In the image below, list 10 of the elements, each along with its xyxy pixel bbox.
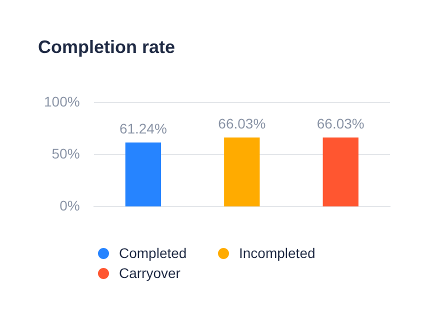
legend-label: Incompleted <box>239 245 316 261</box>
y-tick-label: 0% <box>60 197 80 214</box>
chart-title: Completion rate <box>38 37 176 58</box>
data-label: 61.24% <box>119 120 167 137</box>
legend-label: Completed <box>119 245 187 261</box>
data-label: 66.03% <box>218 116 266 132</box>
y-tick-label: 100% <box>44 93 80 110</box>
legend-label: Carryover <box>119 265 180 281</box>
y-tick-label: 50% <box>52 145 80 162</box>
data-label: 66.03% <box>316 116 364 132</box>
